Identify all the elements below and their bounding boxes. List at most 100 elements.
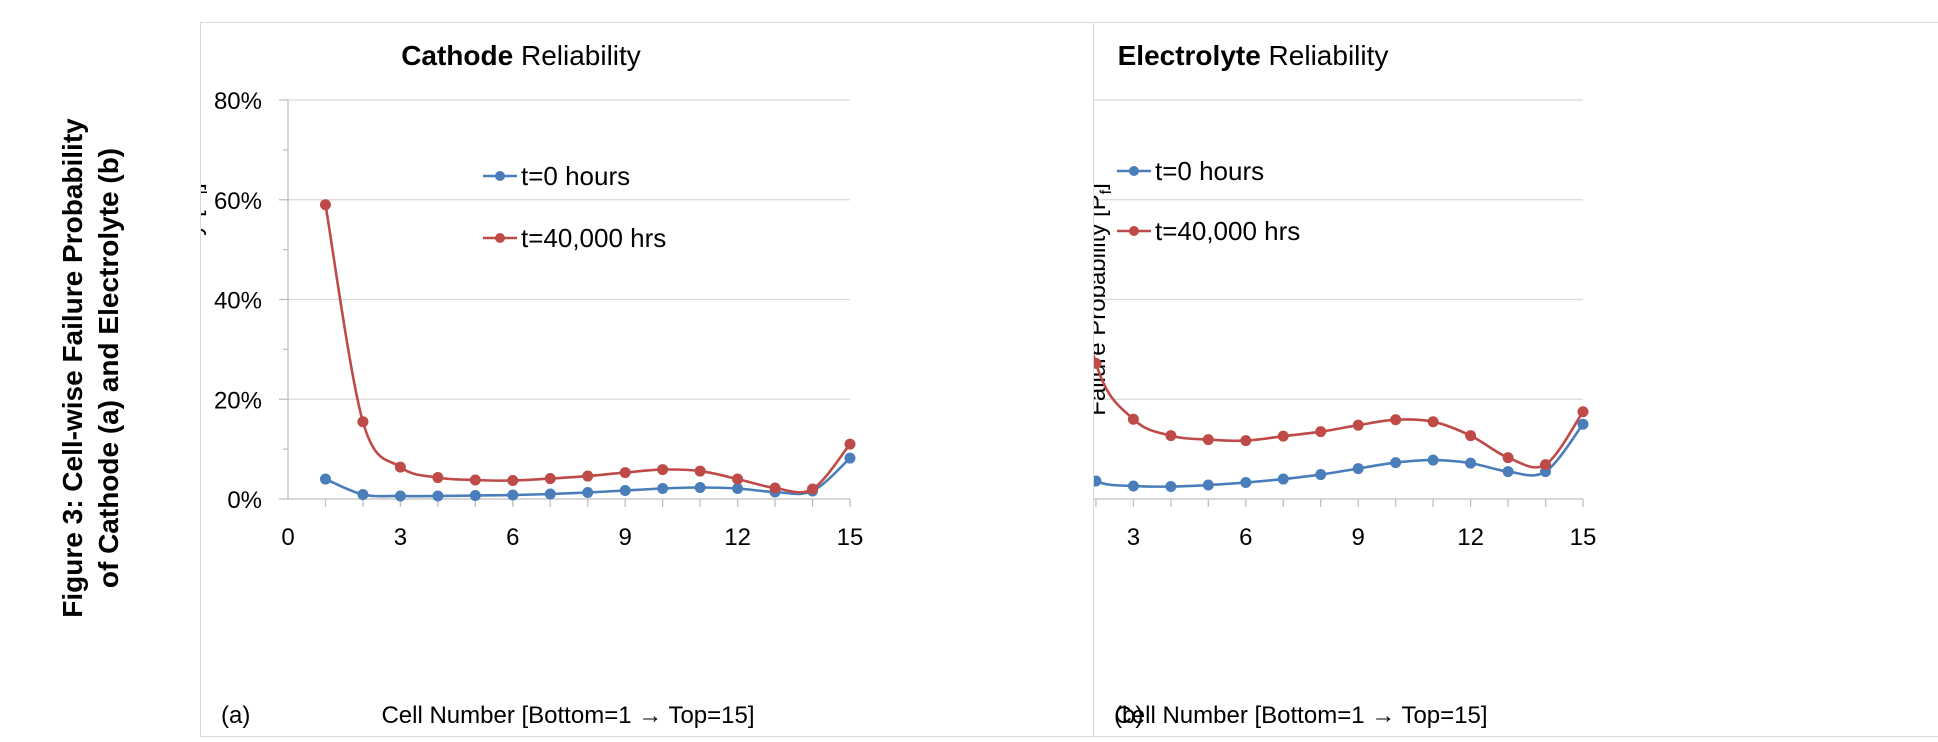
electrolyte-x-tick-label: 12: [1457, 524, 1484, 551]
cathode-series-t40000-point: [769, 482, 781, 494]
electrolyte-series-t0-point: [1577, 418, 1589, 430]
cathode-series-t0-point: [319, 473, 331, 485]
electrolyte-series-t0-point: [1352, 463, 1364, 475]
cathode-series-t0-point: [432, 490, 444, 502]
cathode-legend-item-t0-label: t=0 hours: [521, 161, 630, 191]
cathode-series-t40000-point: [619, 467, 631, 479]
electrolyte-legend-item-t40000-marker: [1129, 226, 1139, 236]
cathode-legend-item-t0-marker: [495, 171, 505, 181]
electrolyte-series-t0-point: [1502, 466, 1514, 478]
cathode-series-t40000-point: [732, 473, 744, 485]
figure-caption: Figure 3: Cell-wise Failure Probability …: [38, 0, 128, 737]
cathode-y-tick-label: 20%: [214, 387, 262, 414]
electrolyte-series-t40000-point: [1427, 416, 1439, 428]
cathode-series-t40000-point: [657, 464, 669, 476]
cathode-series-t40000-point: [544, 473, 556, 485]
electrolyte-series-t0-point: [1094, 475, 1102, 487]
electrolyte-series-t0-point: [1277, 473, 1289, 485]
electrolyte-x-tick-label: 6: [1239, 524, 1252, 551]
electrolyte-series-t40000-point: [1127, 413, 1139, 425]
electrolyte-series-t40000-point: [1094, 357, 1102, 369]
electrolyte-title-rest: Reliability: [1261, 40, 1389, 71]
electrolyte-chart-panel: Electrolyte Reliability0%20%40%60%80%036…: [1093, 22, 1938, 737]
cathode-y-tick-label: 60%: [214, 188, 262, 215]
cathode-legend-item-t40000-label: t=40,000 hrs: [521, 223, 666, 253]
electrolyte-x-tick-label: 9: [1352, 524, 1365, 551]
cathode-series-t40000-line: [324, 204, 852, 494]
electrolyte-series-t40000: [1094, 352, 1589, 471]
electrolyte-series-t0-point: [1165, 481, 1177, 493]
cathode-y-axis-label: Failure Probability [Pf]: [201, 183, 211, 416]
electrolyte-legend-item-t0-label: t=0 hours: [1155, 156, 1264, 186]
cathode-series-t40000-point: [432, 472, 444, 484]
cathode-series-t0-point: [394, 490, 406, 502]
electrolyte-x-tick-label: 15: [1570, 524, 1597, 551]
electrolyte-series-t0: [1094, 418, 1589, 493]
cathode-series-t40000-point: [844, 438, 856, 450]
cathode-x-tick-label: 3: [394, 524, 407, 551]
cathode-series-t40000-point: [807, 483, 819, 495]
electrolyte-series-t40000-point: [1352, 419, 1364, 431]
caption-line-1: Figure 3: Cell-wise Failure Probability: [57, 118, 88, 618]
cathode-series-t40000-point: [394, 461, 406, 473]
electrolyte-series-t0-point: [1202, 479, 1214, 491]
cathode-x-axis-label: Cell Number [Bottom=1 → Top=15]: [381, 702, 754, 729]
cathode-y-axis-label-sub: f: [201, 189, 211, 194]
cathode-series-t0-point: [544, 488, 556, 500]
electrolyte-legend-item-t0: t=0 hours: [1117, 156, 1264, 186]
cathode-legend-item-t40000: t=40,000 hrs: [483, 223, 666, 253]
electrolyte-chart: Electrolyte Reliability0%20%40%60%80%036…: [1094, 40, 1597, 729]
electrolyte-series-t40000-point: [1315, 426, 1327, 438]
cathode-y-axis-label-main: Failure Probability [P: [201, 194, 207, 415]
electrolyte-series-t40000-point: [1390, 414, 1402, 426]
cathode-x-tick-label: 12: [724, 524, 751, 551]
electrolyte-series-t40000-point: [1165, 430, 1177, 442]
cathode-series-t0-point: [357, 489, 369, 501]
electrolyte-series-t0-point: [1240, 477, 1252, 489]
electrolyte-series-t0-point: [1390, 457, 1402, 469]
cathode-series-t0-point: [507, 489, 519, 501]
cathode-series-t40000-point: [694, 465, 706, 477]
cathode-legend-item-t0: t=0 hours: [483, 161, 630, 191]
electrolyte-series-t40000-point: [1240, 435, 1252, 447]
cathode-series-t0-point: [469, 490, 481, 502]
electrolyte-chart-title: Electrolyte Reliability: [1118, 40, 1389, 71]
electrolyte-x-tick-label: 3: [1127, 524, 1140, 551]
caption-line-2: of Cathode (a) and Electrolyte (b): [93, 148, 124, 588]
cathode-series-t0-point: [582, 487, 594, 499]
electrolyte-title-bold: Electrolyte: [1118, 40, 1261, 71]
electrolyte-x-axis-label: Cell Number [Bottom=1 → Top=15]: [1114, 702, 1487, 729]
cathode-y-tick-label: 40%: [214, 288, 262, 315]
electrolyte-panel-label: (b): [1114, 702, 1143, 729]
electrolyte-series-t40000-point: [1502, 452, 1514, 464]
electrolyte-series-t0-point: [1127, 480, 1139, 492]
cathode-series-t40000-point: [357, 416, 369, 428]
cathode-series-t40000-point: [507, 475, 519, 487]
cathode-y-axis-label-end: ]: [201, 183, 207, 190]
cathode-y-tick-label: 80%: [214, 88, 262, 115]
cathode-x-tick-label: 0: [281, 524, 294, 551]
electrolyte-series-t40000-point: [1577, 406, 1589, 418]
electrolyte-y-axis-label-sub: f: [1098, 189, 1115, 194]
cathode-chart: Cathode Reliability 0% 20% 40% 60% 80% 0 3 6 9 12 1…: [201, 40, 863, 729]
cathode-series-t40000-point: [319, 199, 331, 211]
electrolyte-series-t0-point: [1427, 454, 1439, 466]
electrolyte-y-axis-label-end: ]: [1094, 183, 1111, 190]
electrolyte-series-t40000-point: [1540, 459, 1552, 471]
cathode-series-t0: [319, 452, 856, 502]
electrolyte-series-t0-point: [1465, 457, 1477, 469]
cathode-x-tick-label: 6: [506, 524, 519, 551]
cathode-panel-label: (a): [221, 702, 250, 729]
cathode-legend-item-t40000-marker: [495, 233, 505, 243]
cathode-series-t40000-point: [582, 470, 594, 482]
cathode-series-t0-point: [619, 485, 631, 497]
cathode-chart-panel: Cathode Reliability 0% 20% 40% 60% 80% 0 3 6 9 12 1…: [200, 22, 1095, 737]
electrolyte-legend-item-t0-marker: [1129, 166, 1139, 176]
cathode-chart-title: Cathode Reliability: [401, 40, 641, 71]
cathode-title-bold: Cathode: [401, 40, 513, 71]
cathode-x-tick-label: 9: [619, 524, 632, 551]
cathode-series-t0-point: [732, 483, 744, 495]
cathode-series-t0-point: [694, 482, 706, 494]
cathode-series-t0-point: [657, 483, 669, 495]
electrolyte-series-t40000-point: [1465, 430, 1477, 442]
